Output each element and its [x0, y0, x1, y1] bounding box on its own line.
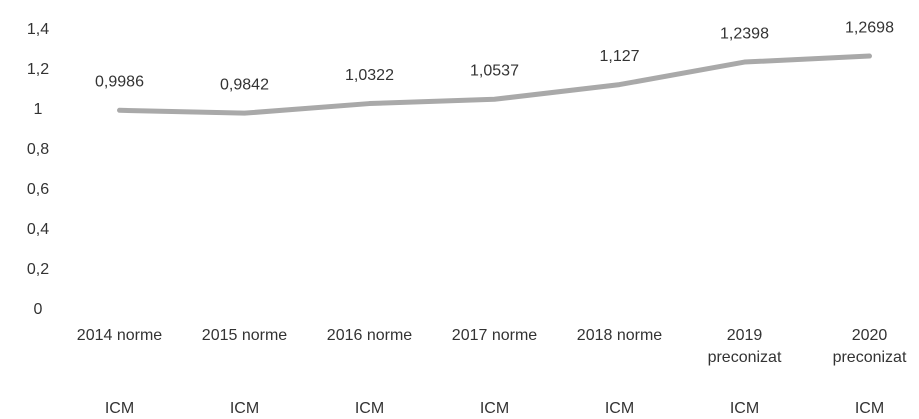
x-tick-sublabel: ICM: [354, 400, 385, 417]
y-tick-label: 1,2: [27, 61, 49, 78]
x-tick-label: 2018 norme: [576, 327, 663, 344]
x-tick-label: 2014 norme: [76, 327, 163, 344]
x-tick-sublabel: ICM: [229, 400, 260, 417]
x-tick-label: 2016 norme: [326, 327, 413, 344]
x-tick-label: 2019 preconizat: [707, 327, 782, 366]
y-tick-label: 0,4: [27, 221, 49, 238]
line: [117, 53, 872, 116]
data-label: 1,2698: [845, 19, 894, 36]
x-tick-sublabel: ICM: [729, 400, 760, 417]
y-tick-label: 0,2: [27, 261, 49, 278]
y-tick-label: 1: [34, 101, 43, 118]
y-tick-label: 0,6: [27, 181, 49, 198]
x-tick-sublabel: ICM: [854, 400, 885, 417]
x-tick-sublabel: ICM: [479, 400, 510, 417]
data-label: 1,0322: [345, 67, 394, 84]
y-tick-label: 0,8: [27, 141, 49, 158]
x-tick-label: 2017 norme: [451, 327, 538, 344]
data-label: 1,0537: [470, 62, 519, 79]
x-tick-sublabel: ICM: [604, 400, 635, 417]
data-label: 1,127: [599, 48, 639, 65]
data-label: 0,9842: [220, 76, 269, 93]
x-tick-label: 2015 norme: [201, 327, 288, 344]
x-tick-label: 2020 preconizat: [832, 327, 907, 366]
x-tick-sublabel: ICM: [104, 400, 135, 417]
data-label: 0,9986: [95, 73, 144, 90]
y-tick-label: 1,4: [27, 21, 49, 38]
y-tick-label: 0: [34, 301, 43, 318]
data-label: 1,2398: [720, 25, 769, 42]
